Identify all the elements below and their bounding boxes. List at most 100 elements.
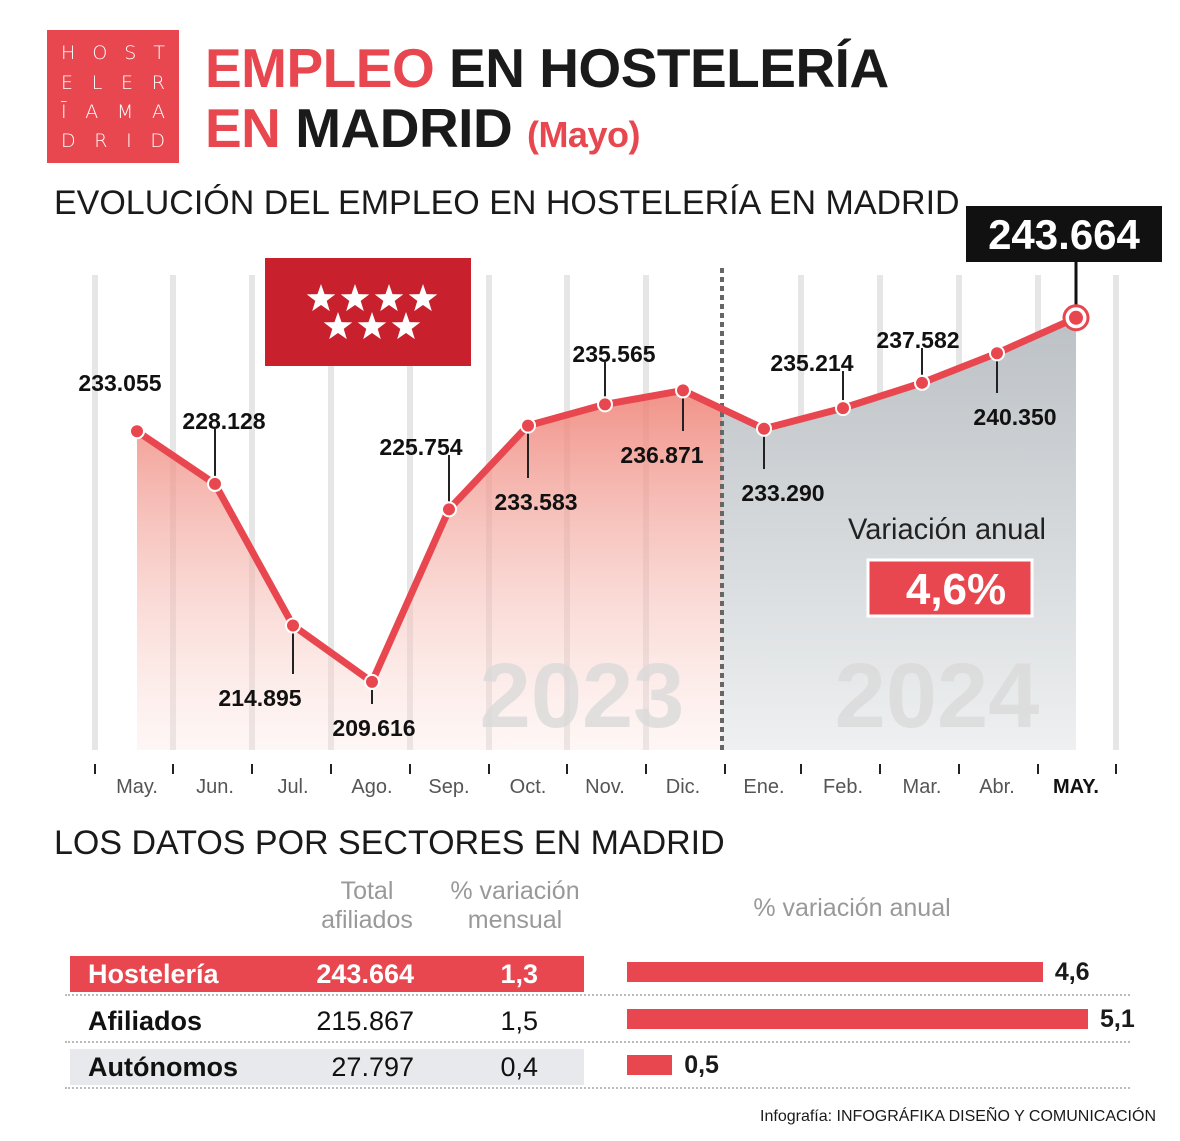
x-tick-label: Jun. (196, 776, 234, 798)
x-tick-label: May. (116, 776, 158, 798)
page-title-line2: EN MADRID (Mayo) (205, 98, 640, 165)
data-point (207, 475, 223, 492)
logo-row: H O S T (61, 42, 165, 64)
data-label: 240.350 (973, 404, 1056, 430)
sector-row: Autónomos 27.797 0,4 (70, 1049, 584, 1085)
area-2023 (137, 390, 722, 750)
sector-mensual: 0,4 (500, 1052, 538, 1082)
data-point (675, 382, 691, 399)
data-point (364, 673, 380, 690)
data-point (520, 417, 536, 434)
x-tick-label: Jul. (277, 776, 308, 798)
sector-name: Afiliados (88, 1006, 203, 1036)
sector-total: 215.867 (316, 1006, 414, 1036)
data-point (756, 420, 772, 437)
logo-row: Ī A M A (61, 101, 165, 123)
logo-row: D R I D (61, 130, 165, 152)
sectors-title: LOS DATOS POR SECTORES EN MADRID (54, 824, 725, 862)
data-label: 209.616 (332, 715, 415, 741)
star-icon (340, 284, 370, 312)
logo-text: D R I D (61, 130, 165, 152)
logo-text: Ī A M A (61, 101, 165, 123)
sector-total: 243.664 (316, 959, 414, 989)
sector-name: Hostelería (88, 959, 219, 989)
x-tick-label: Feb. (823, 776, 863, 798)
data-label: 233.290 (741, 480, 824, 506)
sector-row: Hostelería 243.664 1,3 (70, 956, 584, 992)
data-label: 235.214 (770, 350, 853, 376)
x-tick-label: Oct. (510, 776, 547, 798)
credit-prefix: Infografía: (760, 1108, 833, 1125)
x-tick-label: MAY. (1053, 776, 1099, 798)
row-divider (65, 994, 1130, 996)
logo-row: E L E R (61, 72, 165, 94)
header-total: Total afiliados (321, 877, 413, 934)
annual-variation-value: 4,6 (1054, 958, 1090, 986)
data-label: 236.871 (620, 442, 703, 468)
title-black: EN HOSTELERÍA (449, 37, 889, 99)
hosteleria-madrid-logo: H O S T E L E R Ī A M A D R I D (47, 30, 179, 163)
year-watermark: 2023 (480, 645, 685, 747)
chart-title: EVOLUCIÓN DEL EMPLEO EN HOSTELERÍA EN MA… (54, 184, 960, 222)
x-tick-label: Dic. (666, 776, 700, 798)
x-tick-label: Abr. (979, 776, 1015, 798)
x-tick-label: Mar. (903, 776, 942, 798)
data-point (914, 374, 930, 391)
data-point (129, 423, 145, 440)
data-label: 237.582 (876, 327, 959, 353)
data-label: 233.583 (494, 489, 577, 515)
row-divider (65, 1087, 1130, 1089)
star-icon (408, 284, 438, 312)
data-label: 228.128 (182, 408, 265, 434)
latest-value-label: 243.664 (988, 211, 1140, 258)
annual-variation-value: 4,6% (906, 565, 1006, 614)
sector-row: Afiliados 215.867 1,5 (70, 1003, 584, 1039)
madrid-flag-icon (265, 258, 471, 366)
area-2024 (722, 317, 1076, 750)
row-divider (65, 1041, 1130, 1043)
data-label: 235.565 (572, 341, 655, 367)
sector-name: Autónomos (88, 1052, 238, 1082)
data-label: 225.754 (379, 434, 462, 460)
sector-mensual: 1,3 (500, 959, 538, 989)
latest-value-box (966, 206, 1162, 262)
title-black: MADRID (295, 97, 513, 159)
credit-name: INFOGRÁFIKA DISEÑO Y COMUNICACIÓN (836, 1108, 1156, 1125)
x-tick-label: Ene. (743, 776, 784, 798)
data-point (1069, 310, 1083, 325)
employment-line-chart: 2023 2024 233.055 May. 228.128 Jun. 214.895 Jul… (78, 206, 1162, 798)
sector-total: 27.797 (331, 1052, 414, 1082)
star-icon (323, 312, 353, 340)
x-tick-label: Sep. (428, 776, 469, 798)
annual-variation-label: Variación anual (848, 513, 1046, 546)
star-icon (357, 312, 387, 340)
year-watermark: 2024 (835, 645, 1040, 747)
title-red: EN (205, 97, 281, 159)
annual-variation-bar (627, 1009, 1089, 1029)
header-mensual: % variación mensual (450, 877, 580, 934)
data-point (989, 345, 1005, 362)
sector-mensual: 1,5 (500, 1006, 538, 1036)
annual-variation-box (866, 558, 1034, 618)
page-title-line1: EMPLEO EN HOSTELERÍA (205, 38, 889, 98)
logo-text: E L E R (61, 72, 165, 94)
annual-variation-bar (627, 962, 1043, 982)
data-point (285, 617, 301, 634)
star-icon (391, 312, 421, 340)
annual-variation-value: 0,5 (684, 1051, 719, 1079)
data-point (597, 396, 613, 413)
header-anual: % variación anual (753, 894, 951, 922)
logo-text: H O S T (61, 42, 165, 64)
annual-variation-value: 5,1 (1100, 1005, 1135, 1033)
x-tick-label: Nov. (585, 776, 625, 798)
annual-variation-bar (627, 1055, 673, 1075)
title-red: EMPLEO (205, 37, 435, 99)
credit: Infografía: INFOGRÁFIKA DISEÑO Y COMUNIC… (760, 1108, 1156, 1126)
data-point (835, 400, 851, 417)
title-subtitle: (Mayo) (526, 114, 641, 155)
data-label: 214.895 (218, 685, 301, 711)
star-icon (306, 284, 336, 312)
data-label: 233.055 (78, 370, 161, 396)
data-point (441, 501, 457, 518)
